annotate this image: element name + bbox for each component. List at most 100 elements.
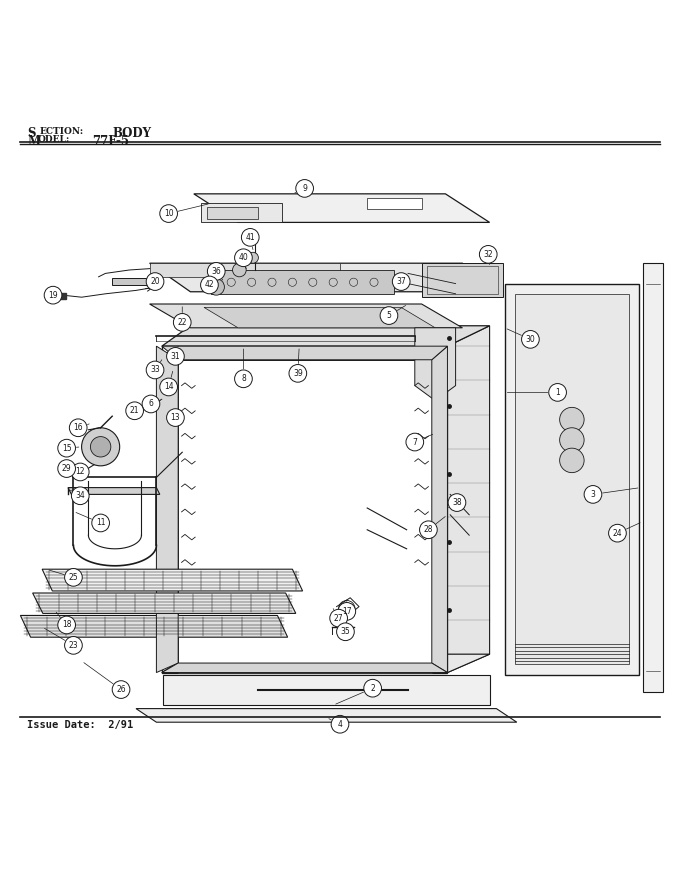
Text: 41: 41 [245,233,255,242]
Circle shape [160,205,177,223]
Text: 9: 9 [302,184,307,193]
Circle shape [208,279,224,295]
Text: 18: 18 [62,620,71,629]
Polygon shape [162,346,447,360]
Text: M: M [27,136,40,149]
Polygon shape [162,654,490,672]
Circle shape [160,378,177,396]
Polygon shape [415,327,456,400]
Circle shape [112,681,130,699]
Circle shape [146,273,164,290]
Text: 13: 13 [171,413,180,422]
Circle shape [420,521,437,539]
Text: 14: 14 [164,383,173,392]
Polygon shape [162,663,447,672]
Circle shape [167,348,184,365]
Text: 42: 42 [205,281,214,290]
Circle shape [235,249,252,267]
Circle shape [338,603,356,620]
Text: 23: 23 [69,641,78,649]
Polygon shape [112,278,155,285]
Text: 5: 5 [386,311,392,320]
Circle shape [58,459,75,477]
Circle shape [560,448,584,473]
Text: 20: 20 [150,277,160,286]
Circle shape [82,428,120,466]
Circle shape [549,384,566,401]
Polygon shape [163,675,490,705]
Text: ECTION:: ECTION: [39,128,84,136]
Text: 38: 38 [452,498,462,507]
Text: 39: 39 [293,369,303,378]
Text: 28: 28 [424,525,433,534]
Circle shape [248,253,258,263]
Polygon shape [515,294,629,664]
Circle shape [207,262,225,280]
Text: 2: 2 [371,684,375,693]
Text: 7: 7 [412,437,418,446]
Text: 77F-5: 77F-5 [92,136,129,149]
Circle shape [58,439,75,457]
Polygon shape [643,263,663,692]
Text: 10: 10 [164,209,173,218]
Text: 25: 25 [69,573,78,582]
Circle shape [522,331,539,348]
Polygon shape [178,663,432,673]
Circle shape [296,180,313,197]
Text: 34: 34 [75,491,85,500]
Text: Issue Date:  2/91: Issue Date: 2/91 [27,720,133,730]
Polygon shape [432,346,447,672]
Circle shape [69,419,87,436]
Circle shape [126,402,143,420]
Text: 40: 40 [239,253,248,262]
Circle shape [201,276,218,294]
Circle shape [167,408,184,427]
Polygon shape [150,263,340,277]
Text: 36: 36 [211,267,221,275]
Circle shape [90,436,111,457]
Polygon shape [20,615,288,637]
Text: 4: 4 [337,720,343,729]
Circle shape [71,487,89,504]
Polygon shape [150,304,462,327]
Circle shape [44,286,62,304]
Polygon shape [447,326,490,672]
Text: 1: 1 [556,388,560,397]
Circle shape [364,679,381,697]
Circle shape [65,568,82,586]
Circle shape [560,428,584,452]
Circle shape [289,364,307,382]
Text: 37: 37 [396,277,406,286]
Polygon shape [422,263,503,297]
Text: 30: 30 [526,335,535,344]
Text: 21: 21 [130,407,139,415]
Circle shape [233,263,246,277]
Text: ODEL:: ODEL: [37,136,70,144]
Circle shape [330,609,347,627]
Text: 33: 33 [150,365,160,375]
Circle shape [146,361,164,378]
Polygon shape [156,346,178,672]
Circle shape [337,623,354,641]
Circle shape [142,395,160,413]
Text: 17: 17 [342,607,352,616]
Polygon shape [505,283,639,675]
Circle shape [71,463,89,480]
Polygon shape [367,198,422,209]
Polygon shape [68,488,160,495]
Polygon shape [33,593,296,613]
Text: 3: 3 [590,490,596,499]
Circle shape [380,307,398,325]
Text: 19: 19 [48,290,58,300]
Circle shape [241,229,259,246]
Polygon shape [178,360,432,663]
Text: 32: 32 [483,250,493,259]
Polygon shape [211,270,394,294]
Text: 29: 29 [62,464,71,473]
Text: BODY: BODY [112,128,151,140]
Circle shape [331,715,349,733]
Circle shape [479,246,497,263]
Circle shape [235,370,252,387]
Text: 15: 15 [62,444,71,452]
Circle shape [65,636,82,654]
